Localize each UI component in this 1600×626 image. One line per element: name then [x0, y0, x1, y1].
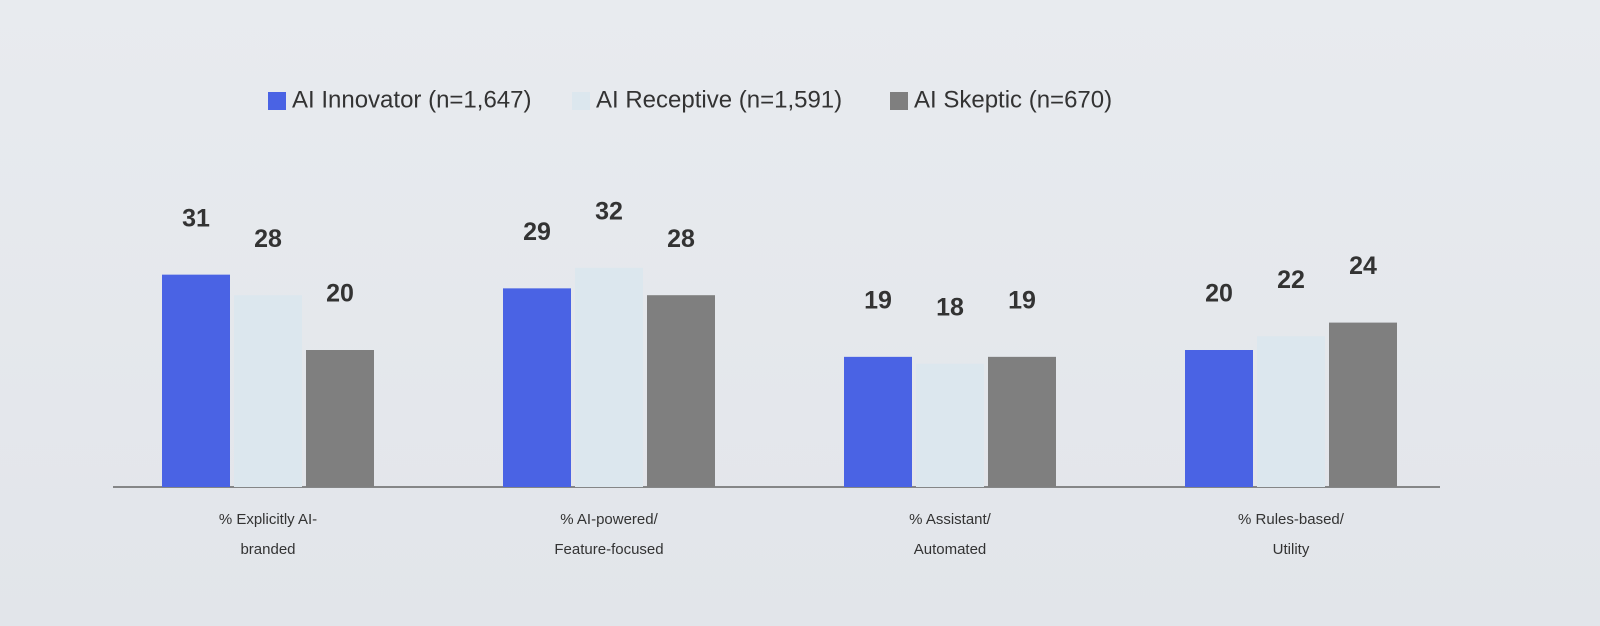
- bar: [647, 295, 715, 487]
- bar: [916, 363, 984, 487]
- bar: [1257, 336, 1325, 487]
- legend-swatch: [890, 92, 908, 110]
- value-label: 32: [595, 197, 623, 225]
- bar: [234, 295, 302, 487]
- bar: [988, 356, 1056, 487]
- x-tick-label: % Rules-based/ Utility: [1238, 511, 1344, 558]
- bar: [503, 288, 571, 487]
- x-tick-label: % AI-powered/ Feature-focused: [554, 511, 664, 558]
- value-label: 20: [326, 280, 354, 308]
- value-label: 24: [1349, 252, 1377, 280]
- bar: [1329, 322, 1397, 487]
- legend-label: AI Skeptic (n=670): [914, 86, 1112, 113]
- value-label: 22: [1277, 266, 1305, 294]
- bar: [162, 274, 230, 487]
- value-label: 18: [936, 293, 964, 321]
- x-tick-label: % Assistant/ Automated: [909, 511, 991, 558]
- x-tick-label: % Explicitly AI-branded: [218, 511, 318, 558]
- value-label: 19: [864, 286, 892, 314]
- legend-swatch: [268, 92, 286, 110]
- bar: [1185, 350, 1253, 487]
- bar: [575, 267, 643, 487]
- value-label: 28: [667, 225, 695, 253]
- value-label: 20: [1205, 280, 1233, 308]
- value-label: 31: [182, 204, 210, 232]
- value-label: 19: [1008, 286, 1036, 314]
- bar: [844, 356, 912, 487]
- bar: [306, 350, 374, 487]
- value-label: 28: [254, 225, 282, 253]
- legend-swatch: [572, 92, 590, 110]
- value-label: 29: [523, 218, 551, 246]
- legend-label: AI Receptive (n=1,591): [596, 86, 842, 113]
- legend-label: AI Innovator (n=1,647): [292, 86, 531, 113]
